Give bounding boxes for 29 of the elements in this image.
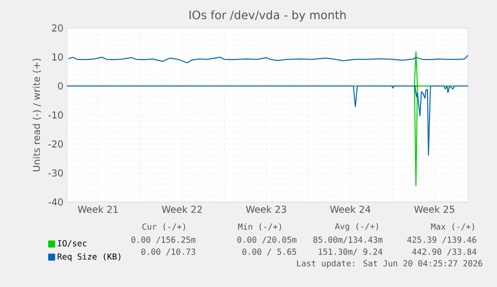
y-tick-label: -10 bbox=[48, 111, 63, 119]
chart-title: IOs for /dev/vda - by month bbox=[190, 10, 346, 22]
y-axis-title: Units read (-) / write (+) bbox=[32, 58, 42, 172]
legend-label: Req Size (KB) bbox=[58, 253, 120, 262]
text: 151.30m/ 9.24 bbox=[318, 248, 382, 256]
text: 0.00 / 5.65 bbox=[242, 248, 296, 256]
y-tick-label: -30 bbox=[48, 169, 63, 177]
text: Last update: Sat Jun 20 04:25:27 2026 bbox=[297, 260, 482, 268]
y-tick-label: 0 bbox=[58, 82, 63, 90]
text: 0.00 /10.73 bbox=[141, 248, 196, 256]
x-tick-label: Week 22 bbox=[162, 206, 202, 213]
text: Max (-/+) bbox=[431, 223, 474, 231]
y-tick-label: 10 bbox=[52, 53, 63, 61]
text: 0.00 /20.05m bbox=[237, 236, 296, 244]
text: Avg (-/+) bbox=[334, 222, 378, 232]
x-tick-label: Week 21 bbox=[78, 206, 118, 213]
text: 0.00 /156.25m bbox=[131, 236, 196, 244]
text: Min (-/+) bbox=[238, 223, 282, 231]
text: 425.39 /139.46 bbox=[407, 236, 476, 244]
legend-label: IO/sec bbox=[58, 240, 86, 248]
x-tick-label: Week 25 bbox=[414, 206, 454, 213]
text: Cur (-/+) bbox=[142, 223, 186, 231]
x-tick-label: Week 24 bbox=[330, 206, 370, 213]
x-tick-label: Week 23 bbox=[246, 206, 286, 213]
y-tick-label: -20 bbox=[48, 140, 63, 148]
text: 442.90 /33.84 bbox=[412, 248, 476, 256]
text: 85.00m/134.43m bbox=[313, 236, 382, 244]
y-tick-label: -40 bbox=[48, 198, 63, 206]
y-tick-label: 20 bbox=[52, 24, 63, 32]
